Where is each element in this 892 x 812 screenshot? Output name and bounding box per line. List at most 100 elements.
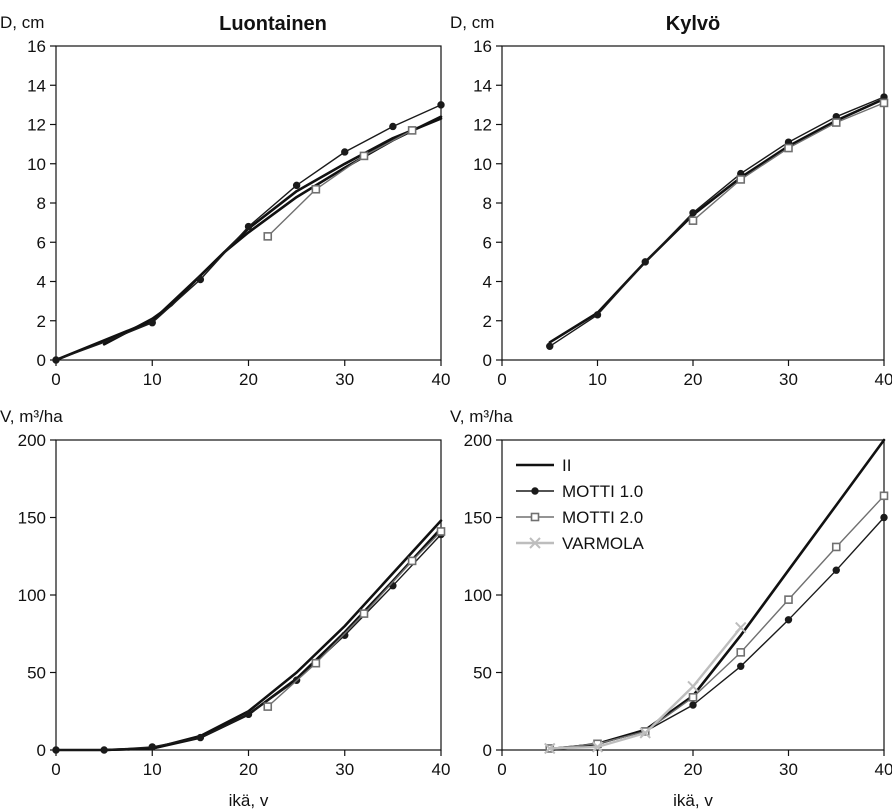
- panel-2-series-3-point-2: [359, 609, 369, 618]
- x-axis-label: ikä, v: [673, 791, 713, 810]
- y-tick-label: 8: [483, 194, 492, 213]
- x-tick-label: 10: [143, 370, 162, 389]
- panel-3-series-3-point-2: [639, 727, 651, 739]
- plot-frame: [55, 45, 442, 361]
- panel-1-series-2-point-4: [879, 98, 889, 108]
- y-tick-label: 0: [37, 351, 46, 370]
- panel-1-series-1-point-1: [593, 311, 602, 319]
- series-line-ii: [548, 97, 886, 344]
- panel-2-series-3-point-3: [407, 556, 417, 566]
- panel-3-series-2-point-5: [784, 595, 793, 604]
- legend-label: VARMOLA: [562, 534, 645, 553]
- panel-legend-series-1-point-0: [531, 487, 539, 495]
- panel-3-series-1-point-3: [689, 701, 697, 709]
- y-tick-label: 12: [473, 116, 492, 135]
- y-tick-label: 6: [37, 233, 46, 252]
- panel-legend-series-2-point-0: [530, 512, 540, 522]
- x-tick-label: 20: [684, 370, 703, 389]
- panel-2-series-3-point-1: [311, 658, 321, 668]
- legend-label: MOTTI 2.0: [562, 508, 643, 527]
- panel-3-series-3-point-1: [591, 741, 604, 753]
- panel-0-series-3-point-0: [263, 232, 273, 241]
- x-tick-label: 30: [335, 760, 354, 779]
- y-tick-label: 2: [483, 312, 492, 331]
- y-tick-label: 6: [483, 233, 492, 252]
- panel-2-series-2-point-6: [341, 631, 349, 639]
- panel-0-series-3-point-2: [359, 151, 369, 161]
- panel-3-series-3-point-4: [735, 621, 747, 634]
- x-tick-label: 30: [779, 370, 798, 389]
- x-tick-label: 20: [239, 370, 258, 389]
- x-tick-label: 0: [51, 370, 60, 389]
- x-tick-label: 20: [684, 760, 703, 779]
- panel-0-series-2-point-2: [148, 319, 156, 327]
- y-tick-label: 12: [27, 116, 46, 135]
- y-axis-label: V, m³/ha: [0, 407, 63, 426]
- y-tick-label: 50: [473, 664, 492, 683]
- panel-3-series-1-point-5: [784, 616, 793, 624]
- chart-panel-2: 0 10 20 30 40 0 50 100 150 200 V, m³/ha ikä, v: [0, 407, 450, 810]
- panel-3-series-2-point-3: [688, 692, 698, 702]
- x-tick-label: 30: [335, 370, 354, 389]
- y-tick-label: 10: [27, 155, 46, 174]
- panel-3-series-2-point-6: [831, 542, 841, 552]
- panel-legend-series-3-point-0: [529, 537, 541, 549]
- x-axis-label: ikä, v: [229, 791, 269, 810]
- series-line-ii: [102, 527, 443, 752]
- panel-0-series-2-point-8: [437, 101, 445, 109]
- panel-2-series-2-point-3: [196, 733, 205, 742]
- chart-panel-0: 0 10 20 30 40 0 2 4 6 8 10 12 14 16 D, cm Luontainen: [0, 13, 450, 389]
- y-tick-label: 50: [27, 664, 46, 683]
- panel-1-series-2-point-2: [784, 143, 793, 153]
- panel-0-series-3-point-3: [407, 126, 417, 135]
- series-line-ii: [102, 115, 443, 346]
- series-line-ii: [54, 117, 443, 362]
- plot-frame: [501, 45, 885, 361]
- series-line-motti-2-0: [692, 102, 885, 222]
- y-tick-label: 0: [37, 741, 46, 760]
- y-tick-label: 100: [18, 586, 46, 605]
- y-axis-label: V, m³/ha: [450, 407, 513, 426]
- x-tick-label: 40: [875, 760, 892, 779]
- panel-2-series-3-point-4: [436, 527, 446, 536]
- y-tick-label: 4: [37, 273, 46, 292]
- x-tick-label: 30: [779, 760, 798, 779]
- panel-0-series-2-point-5: [292, 181, 301, 190]
- panel-0-series-2-point-6: [341, 148, 349, 156]
- panel-3-series-2-point-4: [736, 648, 746, 657]
- chart-panel-1: 0 10 20 30 40 0 2 4 6 8 10 12 14 16 D, cm Kylvö: [450, 13, 892, 389]
- x-tick-label: 10: [588, 760, 607, 779]
- panel-0-series-2-point-4: [244, 222, 253, 231]
- y-tick-label: 4: [483, 273, 492, 292]
- chart-title: Luontainen: [219, 13, 327, 35]
- y-tick-label: 150: [18, 509, 46, 528]
- y-tick-label: 200: [18, 431, 46, 450]
- x-tick-label: 0: [51, 760, 60, 779]
- series-line-motti-2-0: [549, 495, 885, 750]
- y-tick-label: 10: [473, 155, 492, 174]
- y-tick-label: 0: [483, 351, 492, 370]
- panel-0-series-3-point-1: [311, 184, 321, 194]
- x-tick-label: 0: [497, 760, 506, 779]
- panel-3-series-2-point-7: [879, 491, 889, 501]
- panel-1-series-2-point-1: [736, 175, 746, 184]
- panel-1-series-1-point-2: [641, 258, 649, 266]
- y-axis-label: D, cm: [450, 13, 494, 32]
- x-tick-label: 10: [588, 370, 607, 389]
- panel-3-series-3-point-3: [687, 680, 699, 693]
- panel-2-series-2-point-1: [100, 746, 108, 754]
- y-tick-label: 150: [464, 509, 492, 528]
- panel-3-series-1-point-4: [737, 662, 745, 670]
- x-tick-label: 10: [143, 760, 162, 779]
- legend: II MOTTI 1.0 MOTTI 2.0 VARMOLA: [516, 456, 645, 553]
- series-line-motti-2-0: [267, 129, 413, 238]
- y-tick-label: 16: [27, 37, 46, 56]
- panel-3-series-1-point-7: [880, 513, 888, 522]
- panel-2-series-2-point-4: [244, 710, 253, 719]
- y-tick-label: 14: [27, 76, 46, 95]
- panel-1-series-2-point-0: [688, 216, 698, 225]
- chart-panel-3: 0 10 20 30 40 0 50 100 150 200 V, m³/ha ikä, v II MOT…: [450, 407, 892, 810]
- x-tick-label: 20: [239, 760, 258, 779]
- x-tick-label: 40: [432, 760, 451, 779]
